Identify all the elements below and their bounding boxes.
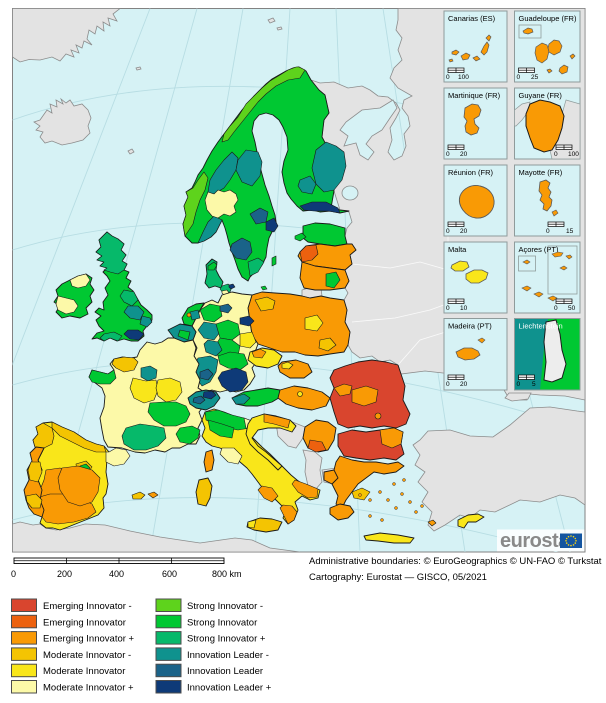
- svg-text:Guyane (FR): Guyane (FR): [519, 91, 563, 100]
- svg-text:Moderate Innovator +: Moderate Innovator +: [43, 683, 134, 694]
- svg-text:0: 0: [446, 228, 450, 235]
- svg-text:Strong Innovator -: Strong Innovator -: [187, 601, 263, 612]
- svg-text:Madeira (PT): Madeira (PT): [448, 322, 492, 331]
- svg-text:0: 0: [554, 305, 558, 312]
- svg-text:Moderate Innovator: Moderate Innovator: [43, 666, 125, 677]
- svg-text:5: 5: [532, 381, 536, 388]
- svg-text:Emerging Innovator +: Emerging Innovator +: [43, 634, 135, 645]
- svg-text:50: 50: [568, 305, 576, 312]
- svg-text:Açores (PT): Açores (PT): [519, 245, 560, 254]
- svg-text:Guadeloupe (FR): Guadeloupe (FR): [519, 14, 577, 23]
- svg-text:0: 0: [446, 151, 450, 158]
- svg-text:15: 15: [566, 228, 574, 235]
- svg-text:Mayotte (FR): Mayotte (FR): [519, 168, 563, 177]
- svg-text:100: 100: [458, 74, 469, 81]
- svg-text:Réunion (FR): Réunion (FR): [448, 168, 494, 177]
- svg-text:Strong Innovator +: Strong Innovator +: [187, 634, 266, 645]
- svg-text:Strong Innovator: Strong Innovator: [187, 617, 257, 628]
- svg-text:Emerging Innovator -: Emerging Innovator -: [43, 601, 132, 612]
- svg-text:0: 0: [446, 74, 450, 81]
- svg-text:Liechtenstein: Liechtenstein: [519, 322, 563, 331]
- svg-text:0: 0: [546, 228, 550, 235]
- svg-text:Malta: Malta: [448, 245, 467, 254]
- svg-text:Canarias (ES): Canarias (ES): [448, 14, 496, 23]
- svg-text:400: 400: [109, 569, 124, 579]
- svg-text:Innovation Leader: Innovation Leader: [187, 666, 263, 677]
- svg-text:0: 0: [517, 381, 521, 388]
- svg-text:Cartography: Eurostat — GISCO,: Cartography: Eurostat — GISCO, 05/2021: [309, 572, 487, 583]
- svg-text:800 km: 800 km: [212, 569, 242, 579]
- svg-text:Innovation Leader +: Innovation Leader +: [187, 683, 272, 694]
- svg-text:20: 20: [460, 228, 468, 235]
- svg-text:20: 20: [460, 381, 468, 388]
- svg-text:100: 100: [568, 151, 579, 158]
- svg-text:Administrative boundaries: © E: Administrative boundaries: © EuroGeograp…: [309, 556, 602, 567]
- svg-text:0: 0: [517, 74, 521, 81]
- svg-text:Moderate Innovator -: Moderate Innovator -: [43, 650, 131, 661]
- svg-text:25: 25: [531, 74, 539, 81]
- svg-text:eurostat: eurostat: [500, 530, 576, 552]
- svg-text:0: 0: [446, 381, 450, 388]
- svg-text:Innovation Leader -: Innovation Leader -: [187, 650, 269, 661]
- svg-text:0: 0: [446, 305, 450, 312]
- svg-text:0: 0: [554, 151, 558, 158]
- svg-text:0: 0: [11, 569, 16, 579]
- svg-text:10: 10: [460, 305, 468, 312]
- svg-text:200: 200: [57, 569, 72, 579]
- svg-text:20: 20: [460, 151, 468, 158]
- svg-text:Emerging Innovator: Emerging Innovator: [43, 617, 126, 628]
- svg-text:Martinique (FR): Martinique (FR): [448, 91, 501, 100]
- svg-text:600: 600: [162, 569, 177, 579]
